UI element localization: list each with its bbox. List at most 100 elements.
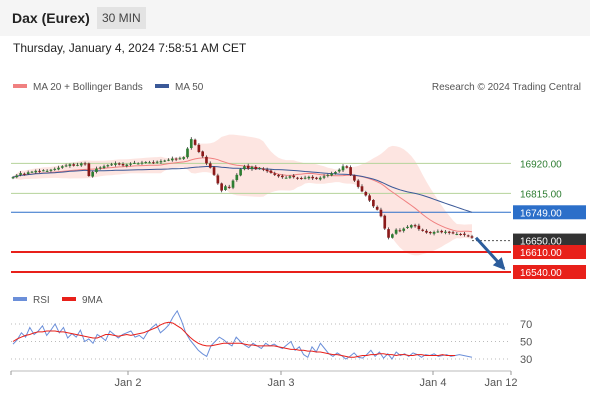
candle-body xyxy=(186,148,189,158)
candle-body xyxy=(288,176,292,178)
research-credit: Research © 2024 Trading Central xyxy=(432,82,581,93)
candle-body xyxy=(148,162,151,164)
candles xyxy=(11,137,474,240)
forecast-arrow xyxy=(474,236,506,271)
candle-body xyxy=(341,166,345,171)
candle-body xyxy=(174,158,178,160)
chart-datetime: Thursday, January 4, 2024 7:58:51 AM CET xyxy=(13,41,247,55)
candle-body xyxy=(60,166,64,168)
candle-body xyxy=(250,166,254,170)
candle-body xyxy=(129,163,132,165)
candle-body xyxy=(459,234,462,235)
candle-body xyxy=(269,170,273,173)
candle-body xyxy=(102,166,106,168)
candle-body xyxy=(303,177,307,179)
candle-body xyxy=(265,169,269,172)
candle-body xyxy=(246,165,250,169)
candle-body xyxy=(364,192,368,196)
candle-body xyxy=(163,160,167,162)
candle-body xyxy=(182,157,186,159)
candle-body xyxy=(277,174,280,177)
candle-body xyxy=(167,159,170,161)
candle-body xyxy=(79,163,83,166)
candle-body xyxy=(106,165,110,167)
candle-body xyxy=(368,195,371,201)
candle-body xyxy=(220,183,223,191)
candle-body xyxy=(114,163,117,165)
candle-body xyxy=(239,169,242,176)
rsi-lines xyxy=(12,309,473,360)
candle-body xyxy=(98,167,102,169)
candle-body xyxy=(15,175,19,178)
candle-body xyxy=(57,167,60,170)
candle-body xyxy=(334,172,337,174)
candle-body xyxy=(231,180,235,188)
candle-body xyxy=(152,162,155,164)
candle-body xyxy=(243,166,246,170)
candle-body xyxy=(42,170,45,172)
level-tag-16650.00 xyxy=(513,233,586,248)
candle-body xyxy=(345,166,349,168)
candle-body xyxy=(49,169,53,171)
ma50-legend-swatch xyxy=(155,84,169,88)
candle-body xyxy=(155,161,159,163)
x-label-Jan-2: Jan 2 xyxy=(115,377,142,389)
candle-body xyxy=(91,172,94,177)
ma9-legend-label: 9MA xyxy=(82,295,103,306)
candle-body xyxy=(208,163,212,168)
candle-body xyxy=(72,164,76,166)
candle-body xyxy=(432,232,436,234)
candle-body xyxy=(394,229,398,234)
candle-body xyxy=(53,168,57,170)
rsi-tick-50: 50 xyxy=(520,337,532,349)
candle-body xyxy=(428,232,432,234)
ma50-legend-label: MA 50 xyxy=(175,82,204,93)
level-label-16650.00: 16650.00 xyxy=(520,237,562,248)
candle-body xyxy=(258,168,261,169)
x-axis: Jan 2 Jan 3 Jan 4 Jan 12 xyxy=(10,371,518,389)
bollinger-bands xyxy=(13,134,472,256)
candle-body xyxy=(463,233,466,235)
candle-body xyxy=(360,186,364,192)
rsi-9ma-line xyxy=(12,321,456,358)
rsi-tick-30: 30 xyxy=(520,354,532,366)
ma20-legend-label: MA 20 + Bollinger Bands xyxy=(33,82,143,93)
rsi-legend-swatch xyxy=(13,297,27,301)
candle-body xyxy=(436,231,440,233)
candle-body xyxy=(19,173,22,175)
candle-body xyxy=(337,169,341,172)
level-label-16920.00: 16920.00 xyxy=(520,159,562,170)
timeframe-badge[interactable]: 30 MIN xyxy=(97,7,146,29)
candle-body xyxy=(375,206,379,210)
candle-body xyxy=(353,175,356,181)
candle-body xyxy=(38,170,41,172)
candle-body xyxy=(417,225,421,230)
candle-body xyxy=(87,163,91,176)
candle-body xyxy=(470,236,474,238)
candle-body xyxy=(292,175,296,178)
candle-body xyxy=(398,230,402,232)
rsi-grid: 70 50 30 xyxy=(11,319,532,366)
candle-body xyxy=(227,186,231,188)
candle-body xyxy=(307,176,311,179)
candle-body xyxy=(409,225,413,228)
candle-body xyxy=(284,177,288,179)
candle-body xyxy=(201,151,204,157)
candle-body xyxy=(235,174,239,180)
candle-body xyxy=(140,162,144,164)
candle-body xyxy=(413,225,417,227)
candle-body xyxy=(299,178,303,179)
candle-body xyxy=(197,144,201,152)
candle-body xyxy=(262,168,265,170)
rsi-line xyxy=(12,309,473,360)
candle-body xyxy=(451,232,455,234)
candle-body xyxy=(356,180,360,187)
candle-body xyxy=(189,139,193,148)
candle-body xyxy=(315,177,318,179)
candle-body xyxy=(296,177,299,179)
candle-body xyxy=(281,175,284,178)
forecast-arrow-head xyxy=(492,257,506,271)
candle-body xyxy=(193,139,197,145)
bollinger-band-area xyxy=(13,134,472,256)
